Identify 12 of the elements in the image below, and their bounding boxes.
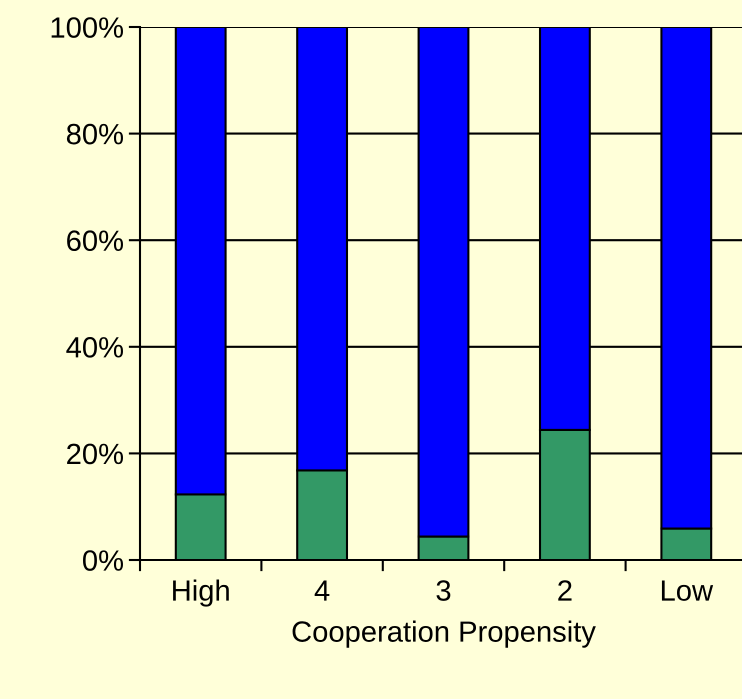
x-tick-label: Low <box>662 580 714 601</box>
y-tick-label: 20% <box>67 444 123 464</box>
x-tick-label: 4 <box>314 580 330 601</box>
x-tick-label: 2 <box>558 580 572 601</box>
x-axis-title: Cooperation Propensity <box>292 620 596 648</box>
y-tick-label: 100% <box>52 17 123 38</box>
x-tick-label: 3 <box>436 580 450 601</box>
y-tick-label: 80% <box>66 124 123 144</box>
x-tick-label: High <box>173 579 229 607</box>
y-tick-label: 60% <box>67 230 123 252</box>
y-tick-label: 40% <box>66 337 123 358</box>
y-tick-label: 0% <box>83 550 123 571</box>
